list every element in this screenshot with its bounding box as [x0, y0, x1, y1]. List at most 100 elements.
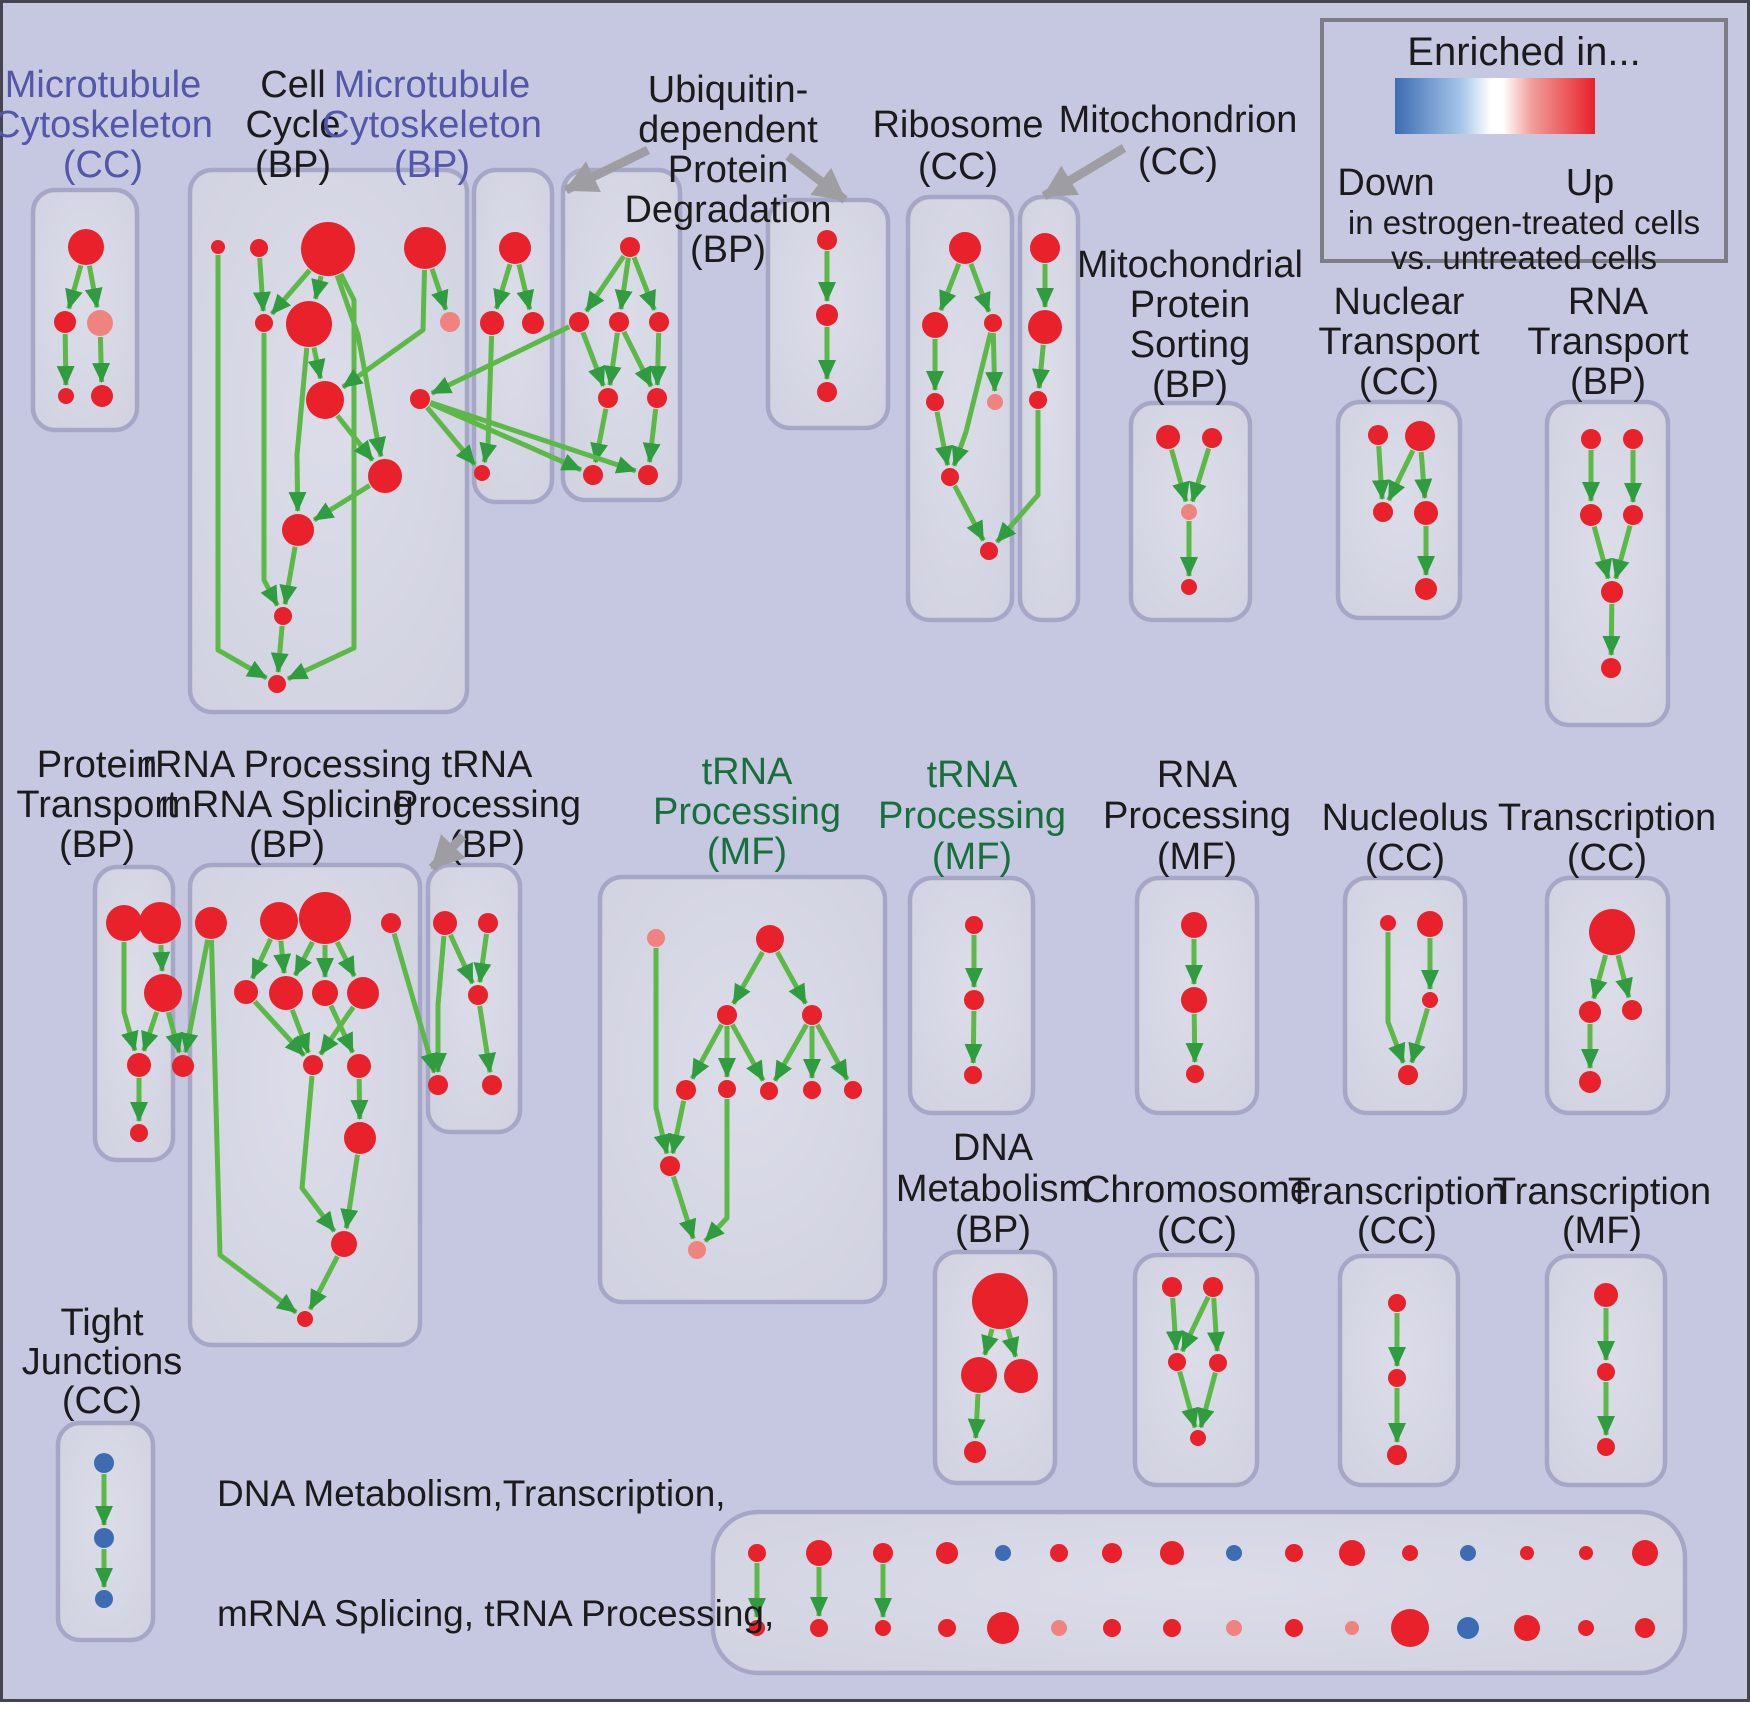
node-nucleolus-b	[1417, 911, 1443, 937]
node-rna-proc-mf-a	[1181, 912, 1207, 938]
node-nuc-transport-e	[1415, 578, 1437, 600]
node-trna-mf-2-c	[964, 1066, 982, 1084]
layer-nodes	[54, 222, 1658, 1647]
edge-ubiq-net-L1-B1	[590, 408, 609, 464]
box-transcription-cc-1	[1544, 875, 1671, 1116]
edge-cell-cycle-n6-n7	[279, 546, 298, 606]
label-trna-mf-2-line0: tRNA	[927, 754, 1018, 796]
layer-labels: MicrotubuleCytoskeleton(CC)CellCycle(BP)…	[0, 64, 1716, 1422]
label-ubiq-net-line4: (BP)	[690, 229, 766, 271]
caption-line: rRNA Processing, Ribosome,	[217, 1714, 774, 1715]
node-trna-mf-1-A	[756, 925, 784, 953]
label-dna-metab-line1: Metabolism	[896, 1168, 1090, 1210]
edge-ubiq-net-T-M3	[631, 256, 657, 311]
cross-edge-4	[995, 410, 1041, 544]
edge-mt-cc-b-d	[56, 333, 75, 386]
node-misc-t13	[1520, 1546, 1534, 1560]
label-rna-transport-line1: Transport	[1527, 321, 1689, 363]
label-ribosome-cc-line0: Ribosome	[872, 104, 1043, 146]
node-nucleolus-c	[1422, 992, 1438, 1008]
node-cell-cycle-A	[301, 222, 355, 276]
edge-nuc-transport-a-c	[1371, 445, 1390, 500]
label-nucleolus-line1: (CC)	[1365, 837, 1445, 879]
pointer-arrow-0	[564, 145, 650, 195]
node-prot-transport-b	[139, 902, 181, 944]
node-trna-mf-1-r4	[803, 1081, 821, 1099]
node-ubiq-chain-a	[817, 230, 837, 250]
node-mt-cc-c	[87, 310, 113, 336]
pointer-arrow-2	[1041, 144, 1127, 200]
edge-trna-mf-2-b-c	[964, 1010, 983, 1064]
node-nuc-transport-c	[1373, 502, 1393, 522]
edge-cell-cycle-A-m1	[269, 268, 312, 316]
edge-cell-cycle-n3-n5	[335, 414, 375, 462]
node-misc-b3	[938, 1619, 956, 1637]
node-trna-bp-a	[433, 911, 457, 935]
node-chromosome-cc-a	[1162, 1277, 1182, 1297]
node-trna-bp-d	[428, 1075, 448, 1095]
label-trna-mf-1-line2: (MF)	[707, 831, 787, 873]
node-trna-mf-1-p2	[688, 1241, 706, 1259]
label-nuc-transport-line0: Nuclear	[1334, 281, 1465, 323]
edge-cell-cycle-m2-n6	[288, 347, 310, 512]
node-rrna-mrna-M3	[312, 980, 338, 1006]
node-mt-cc-e	[91, 385, 113, 407]
node-prot-transport-c	[144, 974, 182, 1012]
label-cell-cycle-line2: (BP)	[255, 144, 331, 186]
edge-prot-transport-a-d	[121, 942, 139, 1052]
edge-trna-mf-1-m2-r3	[772, 1023, 809, 1082]
node-transcription-mf-c	[1597, 1438, 1615, 1456]
edge-prot-transport-c-d	[141, 1011, 160, 1052]
node-ubiq-net-B1	[583, 465, 603, 485]
box-nucleolus	[1342, 875, 1468, 1116]
label-mito-sorting-line1: Protein	[1130, 284, 1250, 326]
edge-ubiq-net-T-M1	[584, 254, 626, 313]
node-mito-cc-S	[1029, 391, 1047, 409]
edge-nuc-transport-b-d	[1414, 451, 1433, 499]
label-dna-metab-line2: (BP)	[955, 1209, 1031, 1251]
node-cell-cycle-n4	[410, 389, 430, 409]
label-nucleolus-line0: Nucleolus	[1322, 797, 1489, 839]
node-transcription-cc-2-b	[1388, 1369, 1406, 1387]
label-mt-bp-line0: Microtubule	[334, 64, 530, 106]
edge-mt-bp-T-R	[516, 263, 535, 311]
label-mito-sorting-line3: (BP)	[1152, 364, 1228, 406]
box-ubiq-net	[560, 167, 683, 503]
node-ribosome-cc-PK	[987, 394, 1003, 410]
edge-trna-mf-1-s-p2	[671, 1175, 697, 1240]
edge-rna-transport-e-f	[1602, 603, 1621, 656]
edge-ribosome-cc-R-J	[951, 332, 994, 467]
node-mt-cc-d	[58, 388, 74, 404]
node-rna-proc-mf-c	[1186, 1065, 1204, 1083]
node-chromosome-cc-b	[1203, 1277, 1223, 1297]
node-cell-cycle-n7	[274, 607, 292, 625]
node-cell-cycle-B	[404, 227, 446, 269]
label-trna-mf-2-line1: Processing	[878, 795, 1066, 837]
edge-rrna-mrna-U-V	[307, 1255, 340, 1311]
node-mt-cc-a	[68, 229, 104, 265]
edge-cell-cycle-t1-n8	[215, 255, 268, 681]
label-mt-cc-line2: (CC)	[63, 144, 143, 186]
node-rrna-mrna-M2	[269, 976, 303, 1010]
node-ubiq-net-B2	[638, 465, 658, 485]
label-trna-mf-1-line0: tRNA	[702, 751, 793, 793]
node-mito-sorting-a	[1156, 425, 1180, 449]
edge-prot-transport-c-e	[165, 1011, 183, 1054]
node-cell-cycle-n5	[368, 459, 402, 493]
node-nucleolus-a	[1380, 915, 1396, 931]
misc-cluster-caption: DNA Metabolism,Transcription, mRNA Splic…	[217, 1394, 774, 1715]
node-misc-t6	[1102, 1543, 1122, 1563]
node-ubiq-net-M3	[649, 312, 669, 332]
node-rna-transport-b	[1623, 429, 1643, 449]
edge-mito-cc-M-S	[1031, 344, 1050, 390]
edge-mt-bp-T-L	[493, 263, 513, 310]
edge-rrna-mrna-T3-M2	[292, 940, 315, 977]
label-trna-bp-line1: Processing	[393, 784, 581, 826]
edge-trna-mf-1-A-m2	[775, 950, 808, 1005]
node-transcription-cc-1-r	[1622, 1000, 1642, 1020]
label-mt-bp-line1: Cytoskeleton	[322, 104, 542, 146]
node-ribosome-cc-R	[984, 314, 1002, 332]
label-ubiq-net-line0: Ubiquitin-	[648, 69, 809, 111]
edge-rrna-mrna-T3-M4	[334, 940, 357, 978]
